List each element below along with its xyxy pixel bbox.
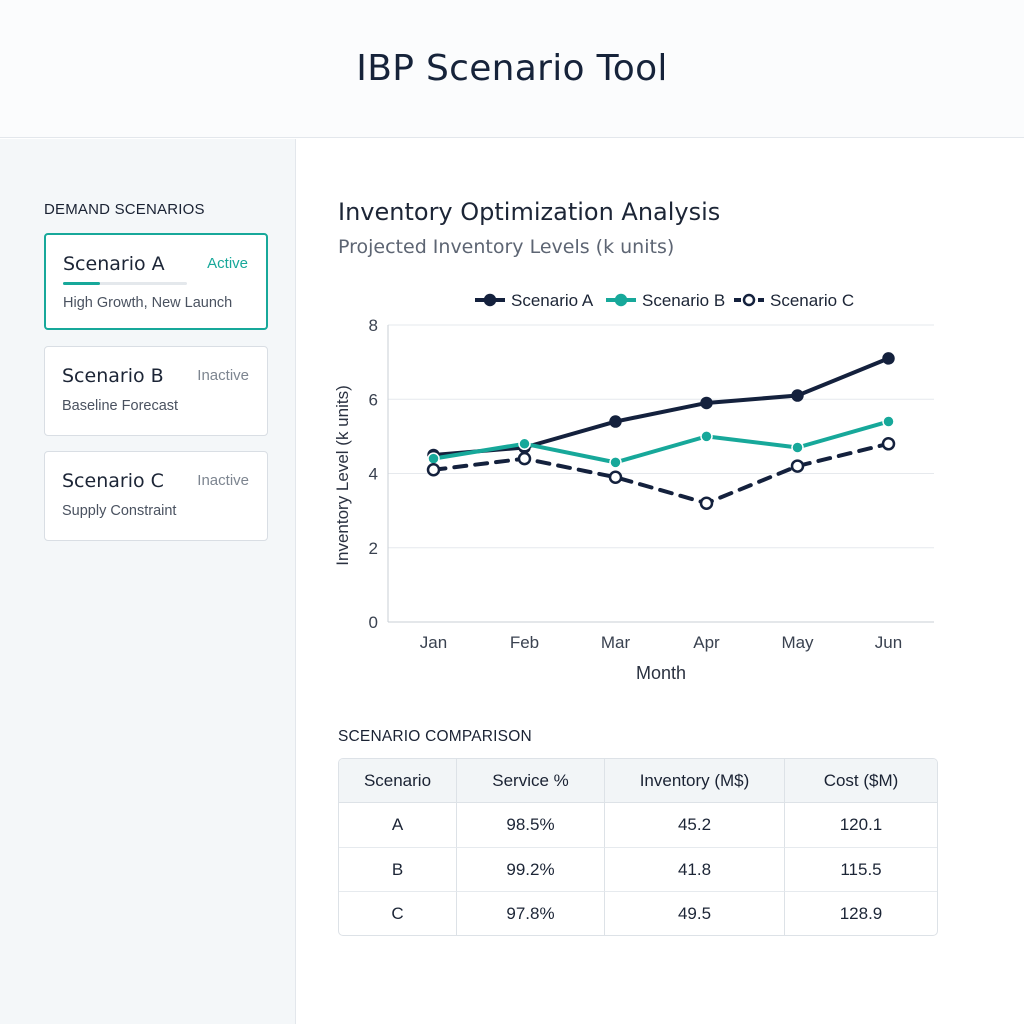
data-point [700,396,713,410]
status-badge: Inactive [197,472,249,489]
table-row: A 98.5% 45.2 120.1 [339,803,937,847]
app-title: IBP Scenario Tool [356,48,668,89]
table-cell: B [339,847,456,891]
table-cell: A [391,815,404,834]
scenario-name: Scenario C [62,470,164,492]
data-point [427,452,440,465]
scenario-name: Scenario A [63,253,165,275]
column-header: Cost ($M) [784,759,937,803]
scenario-card-a[interactable]: Scenario A Active High Growth, New Launc… [44,233,268,330]
data-point [790,459,805,473]
scenario-description: Baseline Forecast [62,398,179,414]
x-tick-label: Mar [601,633,631,652]
data-point [882,352,895,365]
data-point [699,496,714,510]
data-point [791,389,804,402]
legend-marker [614,293,628,307]
inventory-line-chart: 0 2 4 6 8 Jan Feb Mar Apr May Jun Month Inventory Le… [333,291,934,683]
table-row: B 99.2% 41.8 115.5 [339,847,937,891]
scenario-progress [63,282,187,285]
table-title: SCENARIO COMPARISON [338,728,532,745]
scenario-description: Supply Constraint [62,503,177,519]
data-point [609,456,622,469]
table-cell: 128.9 [784,891,937,935]
table-cell: 97.8% [456,891,604,935]
y-tick-label: 4 [369,465,378,484]
column-header: Scenario [339,759,456,803]
table-cell: 98.5% [456,803,604,847]
x-axis-label: Month [636,663,686,683]
series-line-scenario-c [431,441,891,506]
x-tick-label: Feb [510,633,539,652]
y-axis-label: Inventory Level (k units) [333,385,352,565]
chart-title: Inventory Optimization Analysis [338,198,721,226]
chart-subtitle: Projected Inventory Levels (k units) [338,236,675,258]
table-cell: 120.1 [784,803,937,847]
legend-marker [483,293,497,307]
series-line-scenario-a [431,356,891,457]
y-tick-label: 0 [369,613,378,632]
scenario-card-b[interactable]: Scenario B Inactive Baseline Forecast [44,346,268,436]
table-cell: 45.2 [604,803,784,847]
data-point [608,470,623,484]
data-point [881,437,896,451]
legend-label: Scenario C [770,291,854,310]
table-cell: 115.5 [784,847,937,891]
table-cell: 41.8 [604,847,784,891]
table-header-row: Scenario Service % Inventory (M$) Cost (… [339,759,937,803]
column-header: Service % [456,759,604,803]
x-tick-label: Jun [875,633,902,652]
sidebar: DEMAND SCENARIOS Scenario A Active High … [0,139,296,1024]
scenario-description: High Growth, New Launch [63,295,233,311]
table-cell: 99.2% [456,847,604,891]
y-tick-label: 8 [369,316,378,335]
data-point [700,430,713,443]
data-point [609,415,622,428]
legend-label: Scenario A [511,291,594,310]
table-cell: C [339,891,456,935]
column-header: Inventory (M$) [604,759,784,803]
legend-marker [742,293,756,307]
data-point [791,441,804,454]
status-badge: Inactive [197,367,249,384]
scenario-name: Scenario B [62,365,164,387]
x-tick-label: Jan [420,633,447,652]
data-point [517,451,532,466]
data-point [518,437,531,451]
x-tick-label: Apr [693,633,720,652]
data-point [426,463,441,477]
y-tick-label: 2 [369,539,378,558]
sidebar-title: DEMAND SCENARIOS [44,201,205,218]
scenario-comparison-table: Scenario Service % Inventory (M$) Cost (… [338,758,938,936]
status-badge: Active [207,255,248,272]
legend-label: Scenario B [642,291,725,310]
table-cell: 49.5 [604,891,784,935]
y-tick-label: 6 [369,390,378,409]
scenario-card-c[interactable]: Scenario C Inactive Supply Constraint [44,451,268,541]
data-point [882,415,895,428]
app-header: IBP Scenario Tool [0,0,1024,138]
table-row: C 97.8% 49.5 128.9 [339,891,937,935]
series-line-scenario-b [431,419,891,465]
x-tick-label: May [781,633,814,652]
